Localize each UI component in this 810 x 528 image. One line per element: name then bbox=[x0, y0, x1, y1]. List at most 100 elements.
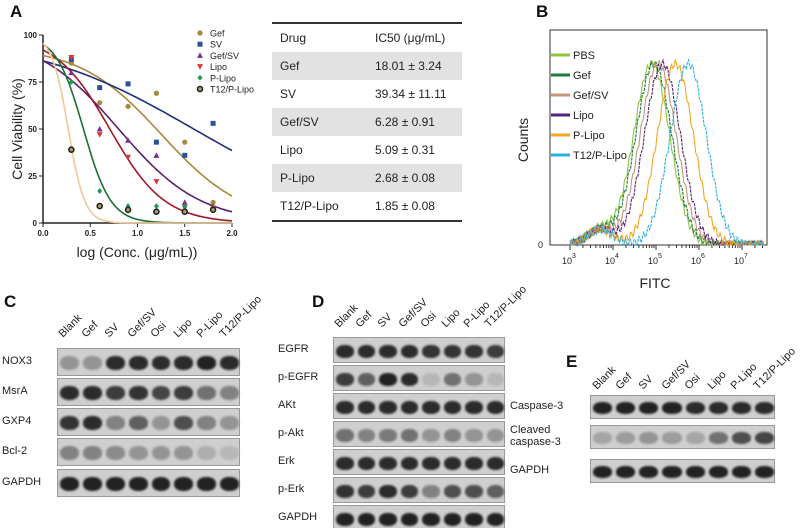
fit-curve-lipo bbox=[42, 49, 233, 222]
protein-band bbox=[708, 432, 728, 444]
data-point bbox=[153, 139, 159, 145]
protein-band bbox=[379, 484, 397, 498]
blot-row-label: p-EGFR bbox=[278, 371, 319, 383]
protein-band bbox=[60, 356, 79, 370]
blot-strip bbox=[333, 449, 505, 475]
data-point bbox=[68, 146, 75, 153]
data-point bbox=[209, 206, 217, 214]
protein-band bbox=[357, 512, 375, 526]
protein-band bbox=[465, 428, 483, 442]
blot-strip bbox=[333, 421, 505, 447]
blot-row-label: p-Akt bbox=[278, 427, 304, 439]
legend-marker bbox=[196, 85, 204, 93]
protein-band bbox=[616, 402, 636, 414]
protein-band bbox=[754, 466, 774, 478]
protein-band bbox=[197, 446, 217, 460]
protein-band bbox=[379, 400, 397, 414]
protein-band bbox=[731, 466, 751, 478]
protein-band bbox=[105, 416, 125, 430]
protein-band bbox=[443, 484, 461, 498]
protein-band bbox=[685, 432, 705, 444]
protein-band bbox=[465, 344, 483, 358]
drug-cell: SV bbox=[280, 87, 297, 101]
fit-curve-gef-sv bbox=[42, 60, 233, 213]
lane-label: Osi bbox=[148, 319, 169, 340]
data-point bbox=[68, 79, 74, 85]
blot-row-label: GAPDH bbox=[2, 476, 42, 488]
protein-band bbox=[400, 484, 418, 498]
lane-label: SV bbox=[375, 311, 395, 330]
histogram-p-lipo bbox=[570, 58, 764, 247]
protein-band bbox=[128, 386, 148, 400]
plot-frame bbox=[549, 29, 768, 246]
data-point bbox=[210, 120, 216, 126]
blot-strip bbox=[57, 348, 240, 376]
legend-label: Gef/SV bbox=[210, 51, 239, 61]
protein-band bbox=[82, 477, 102, 491]
protein-band bbox=[593, 402, 613, 414]
x-tick-label: 10 bbox=[605, 256, 615, 266]
protein-band bbox=[422, 372, 440, 386]
legend-label: SV bbox=[210, 40, 222, 50]
y-axis-label: Counts bbox=[515, 118, 531, 162]
ic50-table: Drug IC50 (μg/mL) Gef 18.01 ± 3.24 SV 39.34… bbox=[272, 22, 462, 222]
legend-label: Gef bbox=[210, 29, 225, 39]
protein-band bbox=[400, 344, 418, 358]
data-point bbox=[125, 154, 132, 161]
data-point bbox=[153, 90, 159, 96]
protein-band bbox=[400, 428, 418, 442]
protein-band bbox=[357, 428, 375, 442]
data-point bbox=[125, 103, 131, 110]
protein-band bbox=[662, 402, 682, 414]
protein-band bbox=[486, 512, 504, 526]
x-tick-label: 0.0 bbox=[37, 229, 49, 238]
protein-band bbox=[220, 386, 239, 400]
legend-marker bbox=[197, 64, 203, 70]
protein-band bbox=[422, 400, 440, 414]
legend-label: P-Lipo bbox=[210, 73, 236, 83]
blot-strip bbox=[590, 459, 775, 483]
fit-curve-sv bbox=[42, 60, 233, 152]
protein-band bbox=[174, 446, 194, 460]
protein-band bbox=[357, 344, 375, 358]
protein-band bbox=[357, 372, 375, 386]
protein-band bbox=[465, 372, 483, 386]
data-point bbox=[97, 188, 103, 195]
protein-band bbox=[336, 372, 354, 386]
data-point bbox=[153, 152, 160, 158]
protein-band bbox=[662, 432, 682, 444]
protein-band bbox=[708, 466, 728, 478]
table-row: Lipo 5.09 ± 0.31 bbox=[272, 136, 462, 164]
x-axis-label: FITC bbox=[639, 275, 670, 290]
protein-band bbox=[128, 477, 148, 491]
legend-label: T12/P-Lipo bbox=[210, 85, 254, 95]
legend-marker bbox=[197, 74, 203, 81]
protein-band bbox=[197, 416, 217, 430]
data-point bbox=[182, 152, 188, 158]
ic50-cell: 1.85 ± 0.08 bbox=[375, 199, 435, 213]
protein-band bbox=[105, 356, 125, 370]
header-drug: Drug bbox=[280, 31, 307, 45]
protein-band bbox=[486, 456, 504, 470]
protein-band bbox=[357, 484, 375, 498]
protein-band bbox=[443, 456, 461, 470]
ic50-cell: 39.34 ± 11.11 bbox=[375, 87, 447, 101]
legend-label: Lipo bbox=[210, 62, 227, 72]
data-point bbox=[97, 100, 103, 106]
blot-row-label: AKt bbox=[278, 399, 296, 411]
ic50-cell: 2.68 ± 0.08 bbox=[375, 171, 435, 185]
table-row: P-Lipo 2.68 ± 0.08 bbox=[272, 164, 462, 192]
lane-label: SV bbox=[636, 373, 656, 392]
protein-band bbox=[731, 432, 751, 444]
protein-band bbox=[336, 484, 354, 498]
blot-row-label: GAPDH bbox=[510, 464, 550, 476]
protein-band bbox=[443, 344, 461, 358]
protein-band bbox=[443, 400, 461, 414]
lane-label: Lipo bbox=[705, 368, 729, 392]
lane-label: Blank bbox=[56, 312, 85, 340]
protein-band bbox=[486, 400, 504, 414]
data-point bbox=[96, 132, 103, 138]
protein-band bbox=[443, 512, 461, 526]
drug-cell: Gef bbox=[280, 59, 300, 73]
